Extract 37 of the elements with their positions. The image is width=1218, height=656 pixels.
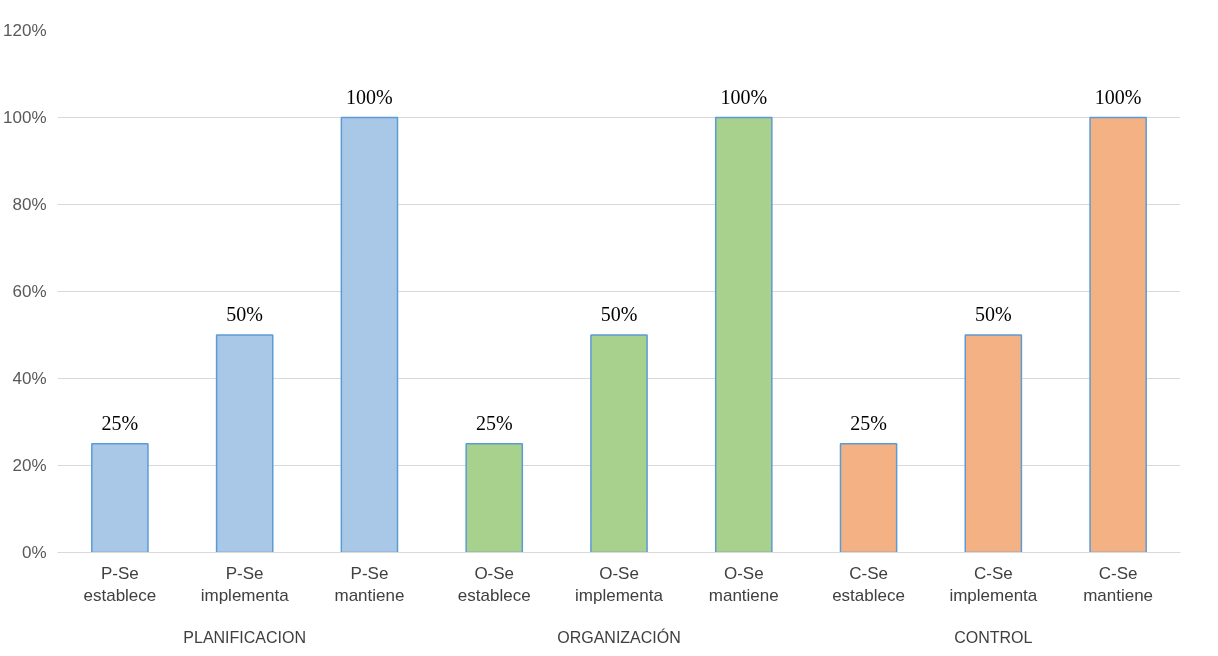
y-tick-label: 20% — [12, 456, 47, 475]
data-label: 100% — [346, 85, 393, 108]
x-tick-label: O-Se establece — [457, 563, 531, 606]
x-tick-label: P-Se implementa — [200, 563, 290, 606]
x-tick-label: P-Se establece — [83, 563, 157, 606]
text: PLANIFICACION — [183, 628, 307, 646]
bar — [91, 443, 149, 553]
x-tick-label: C-Se mantiene — [1083, 563, 1154, 606]
bar — [714, 116, 773, 553]
x-tick-label: C-Se establece — [832, 563, 905, 606]
y-tick-label: 60% — [12, 282, 47, 301]
data-label: 25% — [101, 411, 139, 434]
bar — [590, 334, 648, 553]
data-label: 100% — [720, 85, 768, 108]
data-label: 50% — [600, 303, 638, 325]
text: CONTROL — [954, 628, 1033, 646]
y-tick-label: 0% — [21, 543, 47, 562]
bar — [1089, 116, 1147, 553]
x-tick-label: C-Se implementa — [949, 563, 1038, 606]
x-tick-label: O-Se mantiene — [708, 563, 779, 606]
data-label: 100% — [1094, 85, 1142, 108]
x-tick-label: P-Se mantiene — [334, 563, 405, 606]
data-label: 50% — [975, 303, 1012, 325]
bar — [839, 443, 898, 553]
bar — [465, 443, 524, 553]
y-tick-label: 80% — [12, 195, 47, 214]
y-tick-label: 120% — [3, 21, 47, 40]
x-tick-label: O-Se implementa — [575, 563, 664, 606]
y-tick-label: 40% — [12, 369, 47, 388]
bar — [340, 116, 399, 553]
data-label: 50% — [226, 303, 264, 325]
y-tick-label: 100% — [3, 108, 47, 127]
data-label: 25% — [475, 411, 513, 434]
text: ORGANIZACIÓN — [557, 627, 681, 646]
data-label: 25% — [850, 411, 887, 434]
bar — [964, 334, 1023, 553]
bar — [215, 334, 274, 553]
